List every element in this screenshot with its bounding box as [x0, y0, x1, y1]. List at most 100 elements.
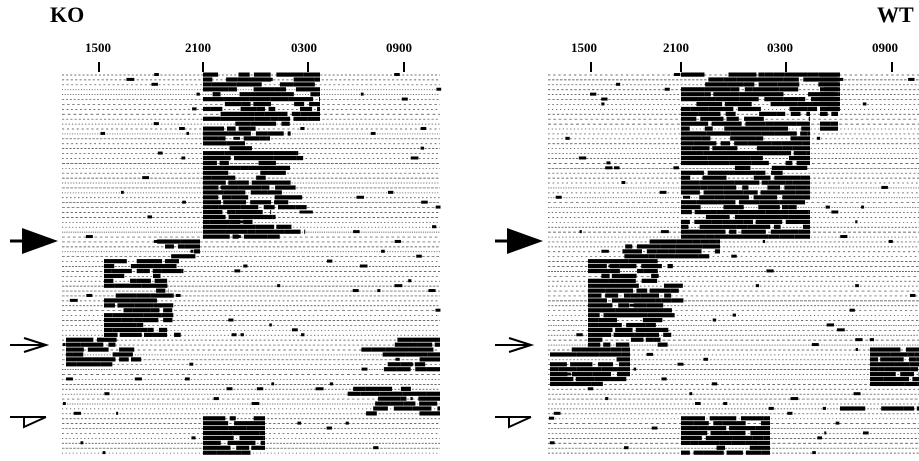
activity-bout — [681, 229, 704, 234]
activity-mark — [237, 235, 241, 239]
filled-arrow-icon — [507, 228, 543, 254]
activity-bout — [681, 234, 706, 239]
activity-bout — [615, 327, 633, 333]
activity-bout — [591, 381, 603, 387]
activity-bout — [707, 155, 729, 161]
activity-bout — [248, 165, 269, 170]
activity-bout — [119, 347, 135, 352]
activity-bout — [164, 259, 179, 264]
activity-bout — [390, 401, 404, 406]
activity-mark — [731, 254, 737, 258]
activity-bout — [694, 219, 712, 225]
activity-mark — [182, 200, 186, 204]
activity-bout — [203, 190, 224, 195]
activity-bout — [691, 146, 710, 151]
activity-bout — [761, 180, 769, 185]
activity-mark — [826, 323, 834, 327]
activity-bout — [550, 376, 574, 382]
activity-bout — [774, 175, 801, 180]
activity-bout — [681, 72, 705, 77]
activity-mark — [226, 387, 233, 391]
activity-bout — [661, 298, 672, 303]
activity-bout — [716, 239, 720, 244]
activity-bout — [66, 347, 84, 352]
activity-mark — [908, 77, 915, 81]
activity-bout — [281, 92, 294, 97]
activity-mark — [181, 156, 186, 160]
activity-bout — [347, 391, 361, 396]
activity-bout — [870, 357, 879, 362]
activity-mark — [299, 210, 307, 214]
activity-bout — [755, 426, 770, 431]
activity-bout — [681, 87, 705, 92]
activity-bout — [734, 165, 751, 170]
activity-bout — [203, 209, 223, 215]
activity-bout — [796, 121, 810, 126]
activity-bout — [618, 362, 630, 367]
activity-bout — [784, 185, 796, 190]
activity-bout — [756, 146, 783, 151]
activity-bout — [300, 111, 320, 116]
activity-bout — [174, 332, 181, 337]
activity-bout — [796, 160, 810, 166]
activity-mark — [621, 181, 626, 185]
activity-bout — [581, 347, 592, 352]
activity-mark — [416, 254, 422, 258]
activity-mark — [228, 318, 234, 322]
activity-bout — [136, 268, 144, 274]
activity-bout — [703, 190, 724, 195]
activity-bout — [218, 205, 241, 210]
activity-bout — [916, 357, 919, 362]
activity-bout — [218, 136, 226, 141]
activity-bout — [227, 440, 256, 445]
activity-bout — [761, 92, 784, 97]
activity-bout — [373, 386, 393, 391]
activity-mark — [231, 333, 237, 337]
activity-bout — [645, 337, 654, 342]
activity-bout — [755, 219, 783, 225]
activity-mark — [855, 338, 863, 342]
activity-bout — [438, 337, 440, 342]
activity-bout — [706, 131, 731, 136]
activity-mark — [790, 397, 799, 401]
activity-bout — [243, 234, 268, 239]
activity-bout — [838, 92, 840, 97]
activity-mark — [629, 303, 635, 307]
activity-bout — [746, 426, 756, 431]
activity-bout — [263, 435, 265, 441]
activity-mark — [664, 87, 670, 91]
activity-mark — [587, 387, 594, 391]
activity-bout — [226, 77, 238, 82]
activity-bout — [588, 278, 609, 283]
activity-bout — [870, 362, 895, 367]
activity-mark — [62, 343, 66, 347]
activity-bout — [610, 347, 622, 352]
activity-bout — [710, 430, 723, 436]
activity-bout — [750, 155, 763, 161]
activity-bout — [571, 347, 582, 352]
activity-bout — [702, 244, 720, 249]
activity-bout — [419, 401, 438, 406]
activity-bout — [246, 426, 265, 431]
activity-bout — [104, 303, 115, 308]
activity-bout — [806, 151, 810, 156]
activity-bout — [270, 97, 289, 102]
activity-bout — [229, 146, 252, 151]
activity-bout — [255, 155, 274, 161]
activity-bout — [681, 111, 699, 116]
activity-bout — [621, 352, 630, 357]
activity-bout — [715, 97, 724, 102]
activity-bout — [660, 327, 669, 333]
activity-bout — [753, 175, 771, 180]
activity-bout — [870, 347, 878, 352]
activity-bout — [278, 180, 291, 185]
activity-bout — [681, 200, 697, 205]
activity-bout — [655, 298, 662, 303]
activity-mark — [549, 441, 555, 445]
activity-mark — [420, 146, 425, 150]
activity-bout — [393, 406, 404, 411]
activity-bout — [663, 332, 672, 337]
activity-bout — [795, 185, 808, 190]
activity-bout — [742, 185, 749, 190]
activity-mark — [196, 92, 200, 96]
